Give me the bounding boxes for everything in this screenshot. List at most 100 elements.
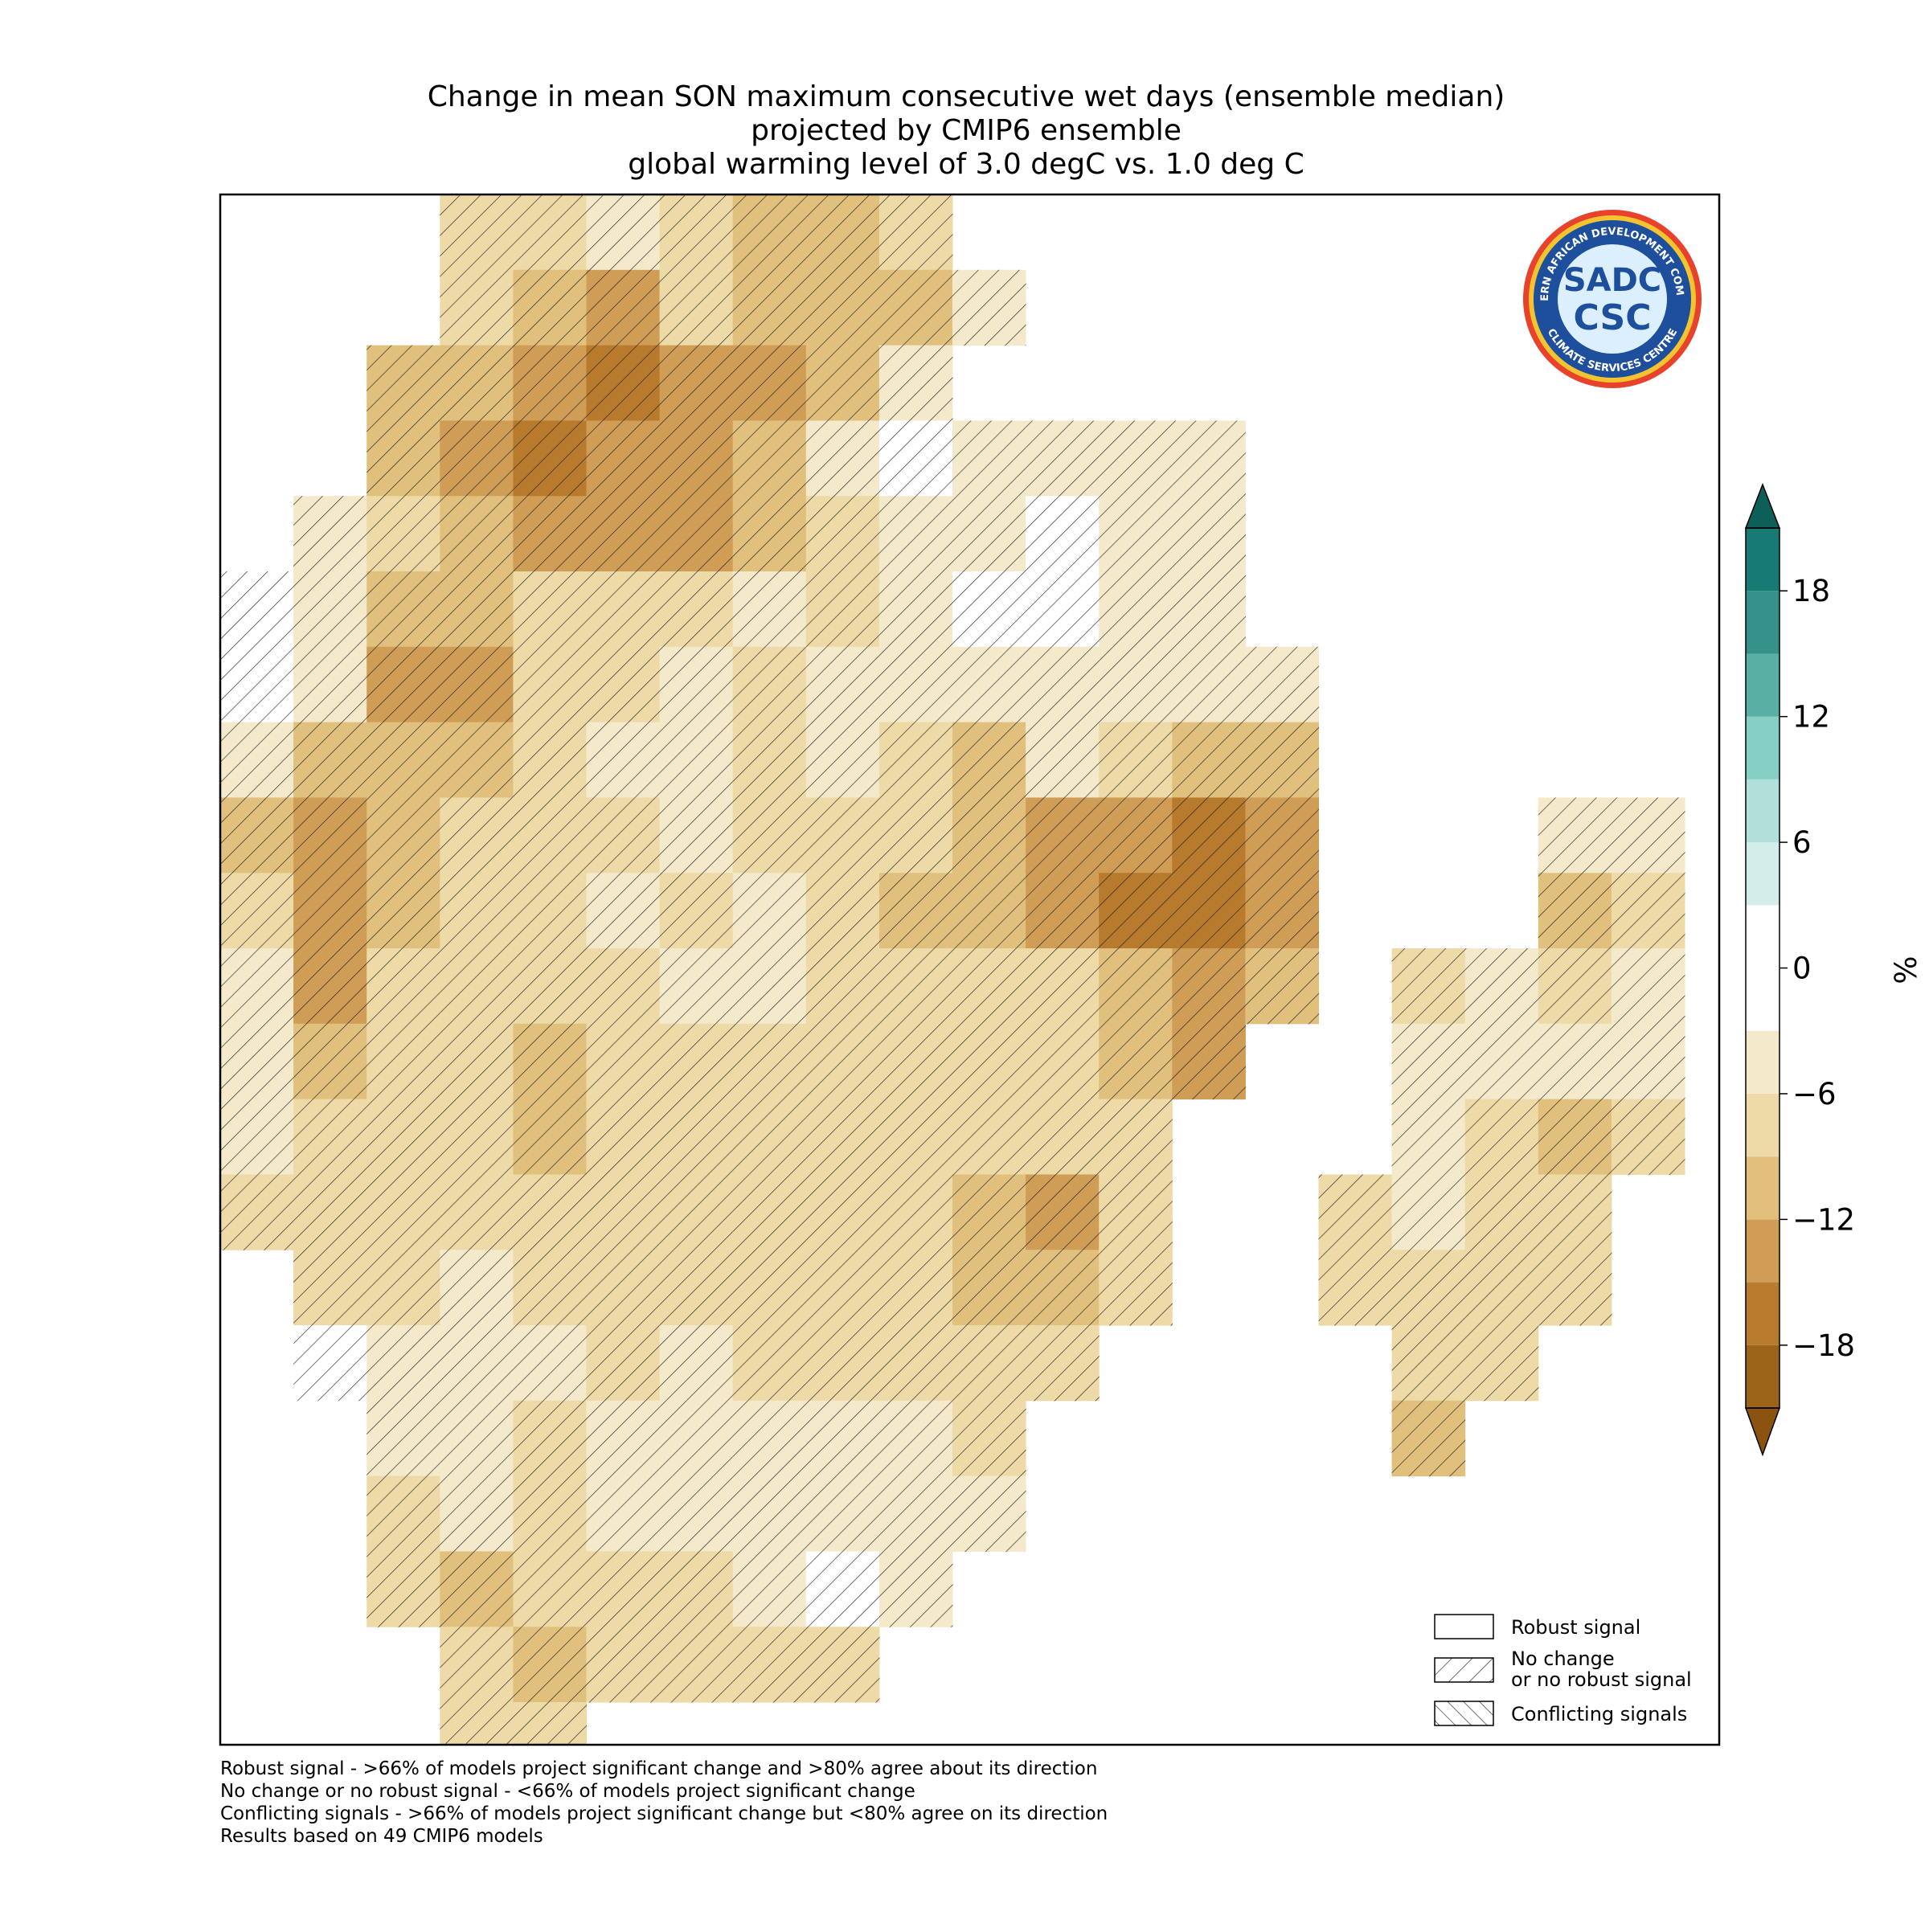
- hatch-overlay: [586, 948, 661, 1025]
- hatch-overlay: [1538, 1023, 1612, 1100]
- hatch-overlay: [1026, 571, 1100, 648]
- hatch-overlay: [1026, 797, 1100, 874]
- hatch-overlay: [659, 873, 734, 949]
- hatch-overlay: [878, 646, 953, 723]
- hatch-overlay: [659, 1627, 734, 1703]
- hatch-overlay: [513, 797, 587, 874]
- hatch-overlay: [1172, 646, 1246, 723]
- logo-text: SADC: [1563, 262, 1661, 299]
- hatch-overlay: [659, 420, 734, 497]
- hatch-overlay: [1245, 646, 1319, 723]
- colorbar-band: [1746, 528, 1780, 591]
- hatch-overlay: [220, 1023, 294, 1100]
- hatch-overlay: [878, 1174, 953, 1250]
- hatch-overlay: [878, 948, 953, 1025]
- colorbar-tick-label: −6: [1792, 1077, 1837, 1111]
- footnotes: Robust signal - >66% of models project s…: [220, 1758, 1108, 1847]
- hatch-overlay: [513, 722, 587, 798]
- hatch-overlay: [805, 1099, 880, 1175]
- hatch-overlay: [659, 496, 734, 572]
- hatch-overlay: [586, 194, 661, 271]
- hatch-overlay: [293, 1325, 367, 1402]
- hatch-overlay: [1611, 797, 1685, 874]
- hatch-overlay: [732, 1400, 807, 1477]
- hatch-overlay: [1026, 1325, 1100, 1402]
- hatch-overlay: [1099, 571, 1173, 648]
- hatch-overlay: [1391, 1325, 1466, 1402]
- hatch-overlay: [952, 269, 1026, 346]
- hatch-overlay: [440, 1174, 514, 1250]
- hatch-overlay: [513, 1023, 587, 1100]
- hatch-overlay: [1026, 420, 1100, 497]
- hatch-overlay: [805, 1400, 880, 1477]
- hatch-overlay: [367, 1174, 440, 1250]
- hatch-overlay: [732, 1551, 807, 1627]
- hatch-overlay: [1391, 1099, 1466, 1175]
- hatch-overlay: [586, 496, 661, 572]
- hatch-overlay: [367, 420, 440, 497]
- hatch-overlay: [805, 646, 880, 723]
- hatch-overlay: [293, 646, 367, 723]
- hatch-overlay: [878, 1023, 953, 1100]
- colorbar-tick-label: 12: [1792, 700, 1830, 735]
- footnote: Robust signal - >66% of models project s…: [220, 1758, 1097, 1779]
- hatch-overlay: [732, 571, 807, 648]
- hatch-overlay: [732, 1023, 807, 1100]
- legend-swatch: [1434, 1701, 1494, 1726]
- hatch-overlay: [952, 948, 1026, 1025]
- hatch-overlay: [1464, 1174, 1539, 1250]
- hatch-overlay: [878, 1325, 953, 1402]
- hatch-overlay: [293, 873, 367, 949]
- hatch-overlay: [220, 571, 294, 648]
- hatch-overlay: [513, 1250, 587, 1326]
- hatch-overlay: [878, 269, 953, 346]
- hatch-overlay: [878, 873, 953, 949]
- hatch-overlay: [952, 1476, 1026, 1552]
- legend-label: Conflicting signals: [1511, 1703, 1687, 1725]
- hatch-overlay: [805, 269, 880, 346]
- hatch-overlay: [586, 1476, 661, 1552]
- hatch-overlay: [586, 646, 661, 723]
- hatch-overlay: [1611, 1023, 1685, 1100]
- hatch-overlay: [440, 646, 514, 723]
- hatch-overlay: [805, 1551, 880, 1627]
- hatch-overlay: [293, 722, 367, 798]
- hatch-overlay: [659, 948, 734, 1025]
- hatch-overlay: [805, 1174, 880, 1250]
- hatch-overlay: [1099, 797, 1173, 874]
- hatch-overlay: [440, 345, 514, 421]
- hatch-overlay: [1391, 948, 1466, 1025]
- hatch-overlay: [659, 797, 734, 874]
- hatch-overlay: [440, 1250, 514, 1326]
- footnote: Conflicting signals - >66% of models pro…: [220, 1803, 1108, 1824]
- hatch-overlay: [1245, 948, 1319, 1025]
- hatch-overlay: [1318, 1174, 1393, 1250]
- hatch-overlay: [805, 1627, 880, 1703]
- hatch-overlay: [513, 1702, 587, 1745]
- footnote: Results based on 49 CMIP6 models: [220, 1826, 543, 1847]
- hatch-overlay: [586, 345, 661, 421]
- hatch-overlay: [1026, 1250, 1100, 1326]
- legend-swatch: [1434, 1614, 1494, 1639]
- hatch-overlay: [1391, 1023, 1466, 1100]
- hatch-overlay: [659, 1250, 734, 1326]
- hatch-overlay: [1172, 571, 1246, 648]
- hatch-overlay: [878, 345, 953, 421]
- colorbar: −18 −12 −6 0 6 12 18%: [1744, 482, 1923, 1457]
- hatch-overlay: [1099, 420, 1173, 497]
- hatch-overlay: [805, 873, 880, 949]
- hatch-overlay: [1099, 646, 1173, 723]
- hatch-overlay: [878, 420, 953, 497]
- hatch-overlay: [1172, 797, 1246, 874]
- hatch-overlay: [1245, 722, 1319, 798]
- hatch-overlay: [586, 1627, 661, 1703]
- hatch-overlay: [1538, 1099, 1612, 1175]
- hatch-overlay: [513, 1627, 587, 1703]
- hatch-overlay: [513, 1551, 587, 1627]
- hatch-overlay: [367, 1551, 440, 1627]
- hatch-overlay: [293, 948, 367, 1025]
- colorbar-band: [1746, 591, 1780, 654]
- hatch-overlay: [1099, 873, 1173, 949]
- hatch-overlay: [440, 1476, 514, 1552]
- hatch-overlay: [1099, 1174, 1173, 1250]
